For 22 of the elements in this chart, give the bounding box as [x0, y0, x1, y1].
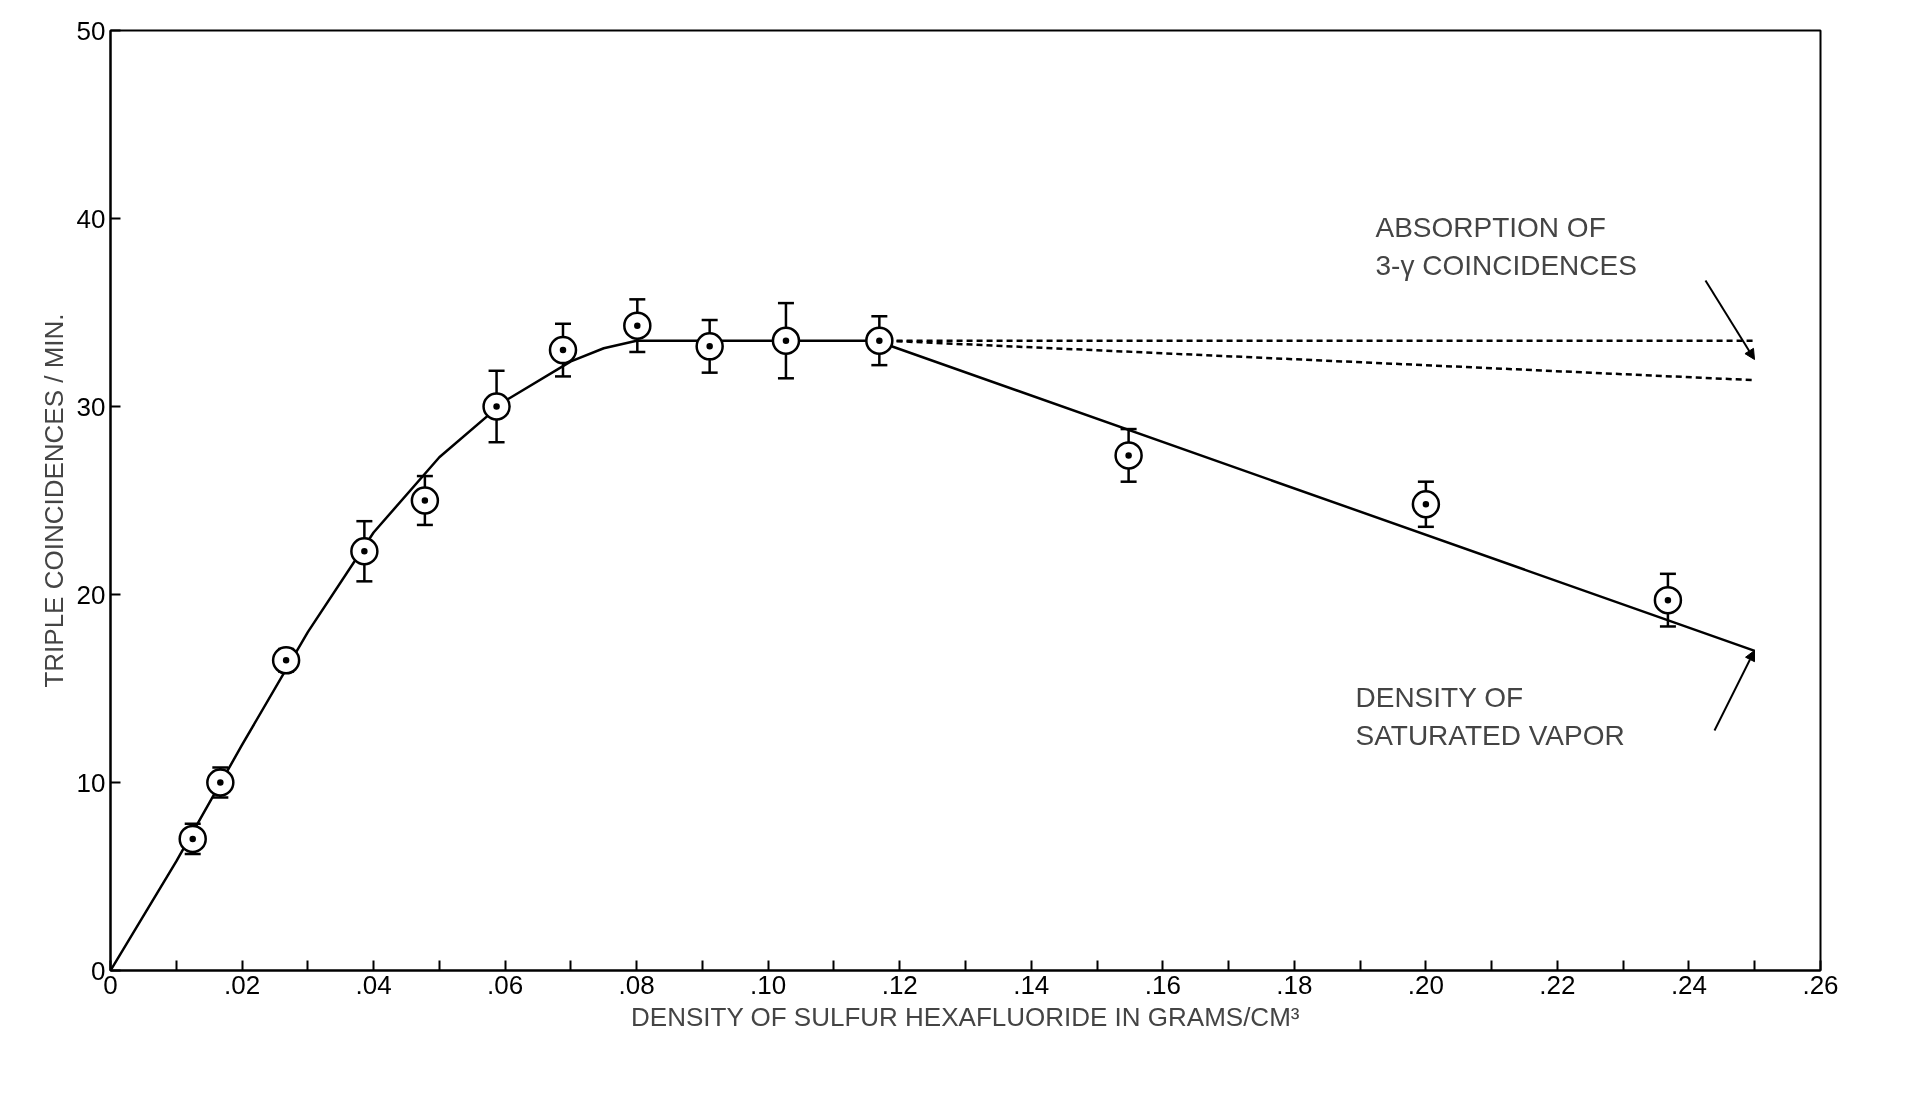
y-tick-label: 40 — [76, 203, 106, 234]
x-tick-label: .26 — [1802, 969, 1839, 1000]
annotation: DENSITY OF SATURATED VAPOR — [1355, 682, 1625, 751]
x-tick-label: .06 — [487, 969, 524, 1000]
x-tick-label: .18 — [1276, 969, 1313, 1000]
y-axis-title: TRIPLE COINCIDENCES / MIN. — [38, 313, 69, 688]
x-tick-label: .14 — [1013, 969, 1050, 1000]
x-tick-label: .02 — [223, 969, 261, 1000]
x-tick-label: .12 — [881, 969, 918, 1000]
y-tick-label: 30 — [76, 391, 106, 422]
y-tick-label: 20 — [76, 579, 106, 610]
x-tick-label: .04 — [355, 969, 392, 1000]
y-tick-label: 50 — [76, 15, 106, 46]
x-tick-label: .16 — [1144, 969, 1181, 1000]
y-tick-label: 10 — [76, 767, 106, 798]
x-tick-label: .24 — [1670, 969, 1708, 1000]
annotation: ABSORPTION OF 3-γ COINCIDENCES — [1375, 212, 1637, 281]
x-tick-label: .20 — [1407, 969, 1444, 1000]
x-axis-title: DENSITY OF SULFUR HEXAFLUORIDE IN GRAMS/CM³ — [631, 1001, 1300, 1032]
x-tick-label: .08 — [618, 969, 655, 1000]
x-tick-label: .22 — [1539, 969, 1576, 1000]
x-tick-label: .10 — [750, 969, 787, 1000]
